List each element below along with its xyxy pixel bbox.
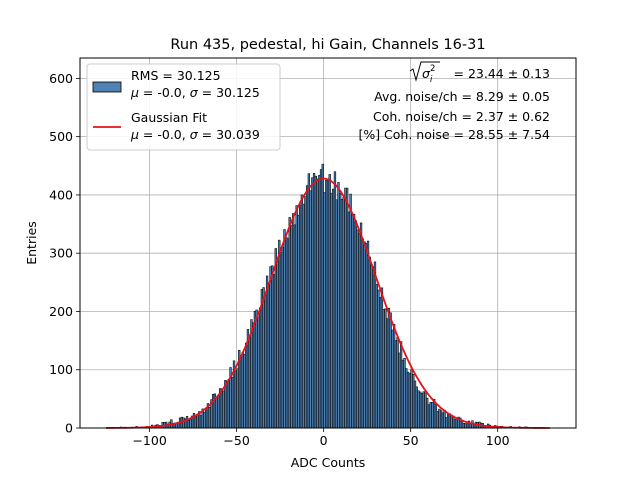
- y-tick-label: 200: [49, 304, 73, 319]
- x-tick-label: 0: [320, 433, 328, 448]
- svg-text:2: 2: [430, 64, 435, 74]
- annotation-coh-noise: Coh. noise/ch = 2.37 ± 0.62: [373, 109, 550, 124]
- legend-histogram-sigma: 30.125: [216, 85, 260, 100]
- y-tick-label: 300: [49, 246, 73, 261]
- svg-text:i: i: [430, 75, 433, 85]
- x-tick-label: −50: [223, 433, 249, 448]
- legend: RMS = 30.125 μ = -0.0, σ = 30.125 Gaussi…: [86, 63, 281, 151]
- annotation-avg-noise: Avg. noise/ch = 8.29 ± 0.05: [374, 89, 550, 104]
- legend-fit-mu: -0.0: [157, 127, 181, 142]
- legend-fit-label: Gaussian Fit: [131, 110, 207, 125]
- y-tick-label: 600: [49, 71, 73, 86]
- legend-histogram-swatch: [92, 81, 122, 93]
- sqrt-sigma-symbol: σ 2 i: [409, 61, 440, 85]
- legend-histogram-mu: -0.0: [157, 85, 181, 100]
- legend-fit-stats: μ = -0.0, σ = 30.039: [130, 127, 260, 142]
- noise-annotations: σ 2 i = 23.44 ± 0.13 Avg. noise/ch = 8.2…: [358, 61, 550, 142]
- annotation-pct-coh-noise: [%] Coh. noise = 28.55 ± 7.54: [358, 127, 550, 142]
- y-axis-ticks: 0 100 200 300 400 500 600: [49, 71, 80, 436]
- plot-frame: [79, 57, 577, 429]
- svg-text:σ: σ: [422, 66, 431, 81]
- gaussian-fit-curve: [106, 177, 550, 429]
- y-tick-label: 400: [49, 187, 73, 202]
- legend-histogram-label: RMS = 30.125: [131, 68, 221, 83]
- x-axis-label: ADC Counts: [291, 455, 366, 470]
- y-axis-label: Entries: [24, 221, 39, 265]
- legend-histogram-stats: μ = -0.0, σ = 30.125: [130, 85, 260, 100]
- x-axis-ticks: −100 −50 0 50 100: [132, 428, 510, 448]
- y-tick-label: 500: [49, 129, 73, 144]
- x-tick-label: 50: [403, 433, 419, 448]
- x-tick-label: 100: [486, 433, 510, 448]
- legend-fit-sigma: 30.039: [216, 127, 260, 142]
- annotation-sigma-value: = 23.44 ± 0.13: [454, 66, 550, 81]
- legend-box: [86, 63, 281, 151]
- x-tick-label: −100: [132, 433, 166, 448]
- chart-title: Run 435, pedestal, hi Gain, Channels 16-…: [170, 37, 485, 53]
- y-tick-label: 0: [65, 421, 73, 436]
- y-tick-label: 100: [49, 362, 73, 377]
